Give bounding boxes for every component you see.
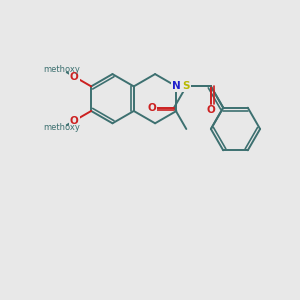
- Text: methoxy: methoxy: [44, 65, 80, 74]
- Text: O: O: [70, 72, 79, 82]
- Text: O: O: [148, 103, 157, 113]
- Text: methoxy: methoxy: [44, 123, 80, 132]
- Text: N: N: [172, 81, 181, 92]
- Text: O: O: [206, 105, 215, 116]
- Text: S: S: [182, 81, 190, 92]
- Text: O: O: [70, 116, 79, 126]
